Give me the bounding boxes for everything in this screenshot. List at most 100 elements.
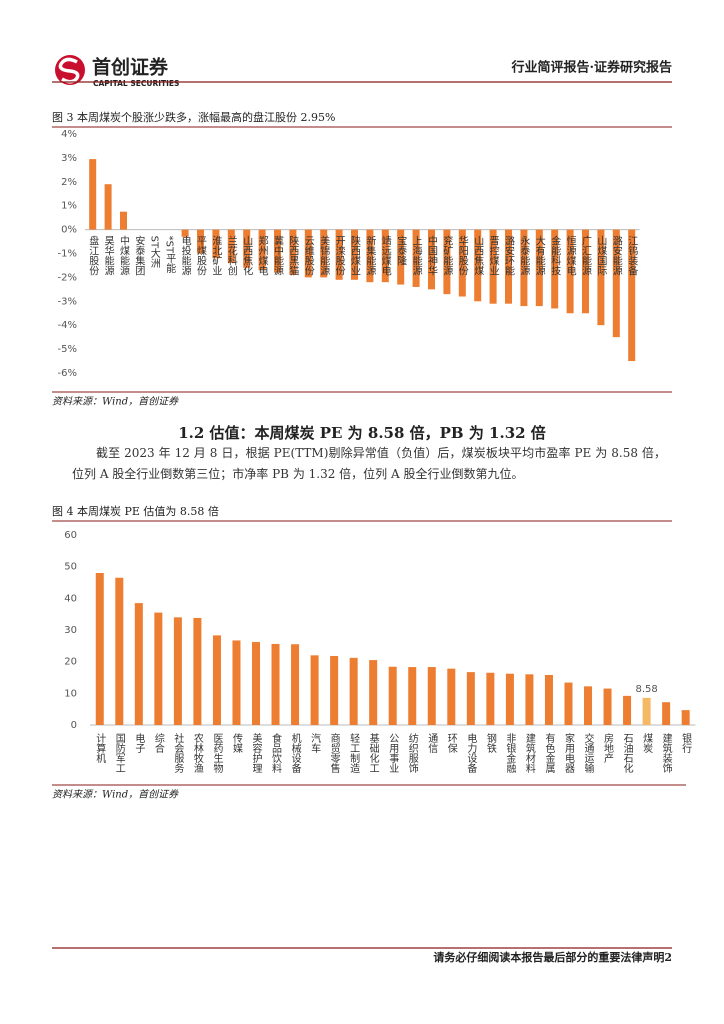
bar (274, 229, 281, 273)
bar (486, 672, 495, 725)
bar (397, 229, 405, 285)
logo-s (58, 57, 80, 84)
x-tick-label: 开滦股份 (333, 236, 345, 277)
bar (564, 682, 573, 725)
x-tick-label: 山煤国际 (595, 235, 607, 276)
x-tick-label: 郑州煤电 (256, 234, 268, 275)
bar (447, 668, 456, 725)
bar (271, 643, 280, 725)
y-tick-label: -3% (58, 296, 77, 307)
x-tick-label: 交通运输 (582, 732, 594, 774)
bar (623, 695, 632, 725)
x-tick-label: 计算机 (94, 732, 106, 764)
x-tick-label: 建筑材料 (523, 732, 535, 774)
x-tick-label: 金能科技 (549, 234, 561, 276)
bar (642, 697, 651, 725)
x-tick-label: 美容护理 (250, 732, 262, 773)
x-tick-label: 上海能源 (410, 235, 422, 276)
x-tick-label: 国防军工 (113, 733, 125, 773)
bar (252, 642, 261, 725)
bar (115, 577, 124, 725)
bar (381, 229, 389, 283)
x-tick-label: 晋控煤业 (487, 235, 499, 275)
x-tick-label: 潞安环能 (503, 234, 515, 276)
bar (466, 672, 475, 725)
bar (388, 666, 397, 725)
x-tick-label: 中煤能源 (118, 234, 130, 276)
x-tick-label: 兰花科创 (225, 234, 237, 276)
bar (310, 655, 319, 725)
x-tick-label: 医药生物 (211, 733, 223, 774)
bar (566, 229, 574, 314)
x-tick-label: 大有能源 (533, 234, 545, 276)
x-tick-label: 广汇能源 (580, 235, 592, 276)
bar (258, 229, 266, 271)
x-tick-label: 纺织服饰 (406, 732, 418, 774)
bar (544, 674, 553, 725)
x-tick-label: 安泰集团 (133, 234, 145, 276)
x-tick-label: 山西焦化 (241, 235, 253, 275)
logo-en: CAPITAL SECURITIES (93, 79, 179, 88)
bar (173, 617, 182, 725)
bar (584, 686, 593, 725)
y-tick-label: 0% (61, 225, 77, 236)
x-tick-label: 电子 (133, 732, 145, 753)
bar (181, 229, 189, 237)
x-tick-label: 中国神华 (426, 234, 438, 276)
x-tick-label: 江钨装备 (626, 235, 638, 276)
bar (408, 667, 417, 725)
figure-caption: 图 4 本周煤炭 PE 估值为 8.58 倍 (52, 504, 219, 518)
bar (597, 229, 605, 326)
x-tick-label: 昊华能源 (102, 235, 114, 276)
data-label: 8.58 (635, 684, 657, 695)
bar (193, 617, 202, 725)
logo-text: 首创证券 (92, 56, 169, 79)
x-tick-label: 综合 (152, 732, 164, 754)
y-tick-label: -2% (58, 272, 77, 283)
bar (525, 674, 534, 725)
x-tick-label: 宝泰隆 (395, 234, 407, 265)
footer: 请务必仔细阅读本报告最后部分的重要法律声明2 (433, 950, 672, 964)
y-tick-label: 20 (64, 657, 77, 668)
bar (505, 673, 514, 725)
x-tick-label: 房地产 (602, 732, 614, 764)
bar (443, 229, 451, 295)
y-tick-label: -4% (58, 320, 77, 331)
bar (612, 229, 620, 338)
x-tick-label: 银行 (680, 732, 692, 754)
x-tick-label: 新集能源 (364, 234, 376, 276)
figure-caption: 图 3 本周煤炭个股涨少跌多，涨幅最高的盘江股份 2.95% (52, 110, 335, 124)
bar (89, 159, 97, 230)
y-tick-label: 2% (61, 177, 77, 188)
x-tick-label: 云维股份 (302, 236, 314, 277)
bar (474, 229, 482, 302)
bar (349, 657, 358, 725)
x-tick-label: 非银金融 (504, 733, 516, 774)
section-heading: 1.2 估值：本周煤炭 PE 为 8.58 倍，PB 为 1.32 倍 (178, 424, 546, 442)
x-tick-label: 通信 (426, 733, 438, 754)
bar (551, 229, 559, 309)
x-tick-label: 冀中能源 (272, 234, 284, 276)
y-tick-label: 60 (64, 530, 77, 541)
x-tick-label: *ST平能 (164, 236, 176, 274)
bar (227, 229, 235, 264)
y-tick-label: 0 (71, 720, 77, 731)
bar (428, 229, 435, 290)
y-tick-label: -1% (58, 249, 77, 260)
y-tick-label: -6% (58, 368, 77, 379)
bar (212, 635, 221, 725)
x-tick-label: 山西焦煤 (472, 235, 484, 276)
x-tick-label: 潞安能源 (610, 234, 622, 276)
x-tick-label: 食品饮料 (270, 732, 282, 774)
x-tick-label: 传媒 (230, 733, 242, 754)
y-tick-label: 50 (64, 562, 77, 573)
x-tick-label: 轻工制造 (348, 732, 360, 773)
bar (289, 229, 297, 276)
logo (55, 55, 85, 85)
bar (366, 229, 374, 283)
bar (458, 229, 466, 297)
x-tick-label: 农林牧渔 (191, 732, 203, 774)
x-tick-label: 陕西煤业 (349, 234, 361, 275)
